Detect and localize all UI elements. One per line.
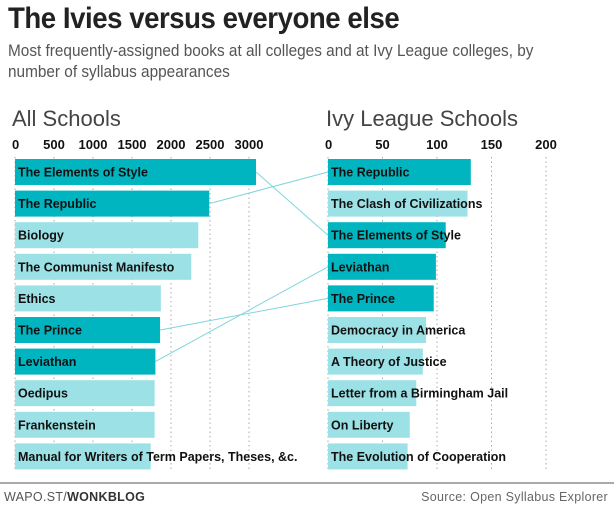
all-schools-bar: [15, 380, 155, 407]
all-schools-bar: [15, 443, 151, 470]
all-schools-bar: [15, 222, 199, 249]
ivy-league-bar: [328, 285, 434, 312]
all-schools-bar-label: Biology: [18, 229, 64, 243]
chart-subtitle: Most frequently-assigned books at all co…: [8, 42, 534, 81]
ivy-league-bar: [328, 222, 446, 249]
ivy-league-bar: [328, 253, 436, 280]
all-schools-tick-label: 1000: [79, 137, 108, 152]
ivy-league-bar-label: The Clash of Civilizations: [331, 197, 482, 211]
footer-source: Source: Open Syllabus Explorer: [421, 490, 608, 504]
all-schools-bar-label: Frankenstein: [18, 418, 96, 432]
all-schools-bar: [15, 159, 257, 185]
all-schools-tick-label: 2500: [196, 137, 225, 152]
all-schools-tick-label: 2000: [157, 137, 186, 152]
ivy-league-bar: [328, 380, 417, 407]
all-schools-tick-label: 1500: [118, 137, 147, 152]
panel-title-ivy-league: Ivy League Schools: [326, 106, 519, 131]
all-schools-bar-label: The Republic: [18, 197, 97, 211]
ivy-league-tick-label: 200: [535, 137, 557, 152]
connectors: [155, 171, 329, 363]
all-schools-tick-label: 0: [12, 137, 19, 152]
all-schools-bar: [15, 317, 161, 343]
ivy-league-bar: [328, 190, 468, 217]
ivy-league-bar-label: The Prince: [331, 292, 395, 306]
ivy-league-tick-label: 100: [426, 137, 448, 152]
all-schools-bar-label: Manual for Writers of Term Papers, These…: [18, 450, 297, 464]
ivy-league-bar: [328, 443, 408, 470]
ivy-league-bar-label: Leviathan: [331, 260, 389, 274]
ivy-league-bar: [328, 317, 427, 343]
ivy-league-bar-label: The Republic: [331, 166, 410, 180]
all-schools-bar: [15, 253, 192, 280]
all-schools-bar: [15, 411, 155, 438]
ivy-league-tick-label: 50: [375, 137, 389, 152]
connector-line: [155, 266, 329, 363]
footer-divider: [0, 482, 614, 484]
all-schools-tick-label: 3000: [235, 137, 264, 152]
chart-title: The Ivies versus everyone else: [8, 2, 400, 35]
ivy-league-bar: [328, 411, 410, 438]
connector-line: [209, 171, 329, 205]
ivy-league-bar-label: Letter from a Birmingham Jail: [331, 387, 508, 401]
bars: [15, 159, 471, 470]
all-schools-bar-label: Leviathan: [18, 355, 76, 369]
ivy-league-bar: [328, 348, 423, 375]
all-schools-bar-label: The Elements of Style: [18, 166, 148, 180]
credit-bold: WONKBLOG: [67, 490, 146, 504]
ivy-league-bar-label: Democracy in America: [331, 324, 466, 338]
credit-prefix: WAPO.ST/: [4, 490, 68, 504]
footer-credit: WAPO.ST/WONKBLOG: [4, 490, 145, 504]
ivy-league-bar-label: The Evolution of Cooperation: [331, 450, 506, 464]
all-schools-tick-label: 500: [43, 137, 65, 152]
all-schools-bar-label: Ethics: [18, 292, 56, 306]
ivy-league-bar: [328, 159, 471, 185]
connector-line: [255, 171, 329, 236]
ivy-league-bar-label: On Liberty: [331, 418, 394, 432]
connector-line: [159, 297, 329, 331]
all-schools-bar-label: The Communist Manifesto: [18, 260, 175, 274]
chart-area: The Elements of Style The Republic Biology…: [12, 137, 557, 470]
tick-labels: 0 500 1000 1500 2000 2500 3000 0 50 100 150 200: [12, 137, 557, 152]
bar-labels: The Elements of Style The Republic Biology…: [18, 166, 508, 464]
ivy-league-tick-label: 0: [325, 137, 332, 152]
ivy-league-tick-label: 150: [481, 137, 503, 152]
all-schools-bar: [15, 190, 210, 217]
all-schools-bar: [15, 348, 156, 375]
all-schools-bar-label: The Prince: [18, 324, 82, 338]
all-schools-bar: [15, 285, 161, 312]
ivy-league-bar-label: The Elements of Style: [331, 229, 461, 243]
panel-title-all-schools: All Schools: [12, 106, 121, 131]
ivy-league-bar-label: A Theory of Justice: [331, 355, 447, 369]
all-schools-bar-label: Oedipus: [18, 387, 68, 401]
